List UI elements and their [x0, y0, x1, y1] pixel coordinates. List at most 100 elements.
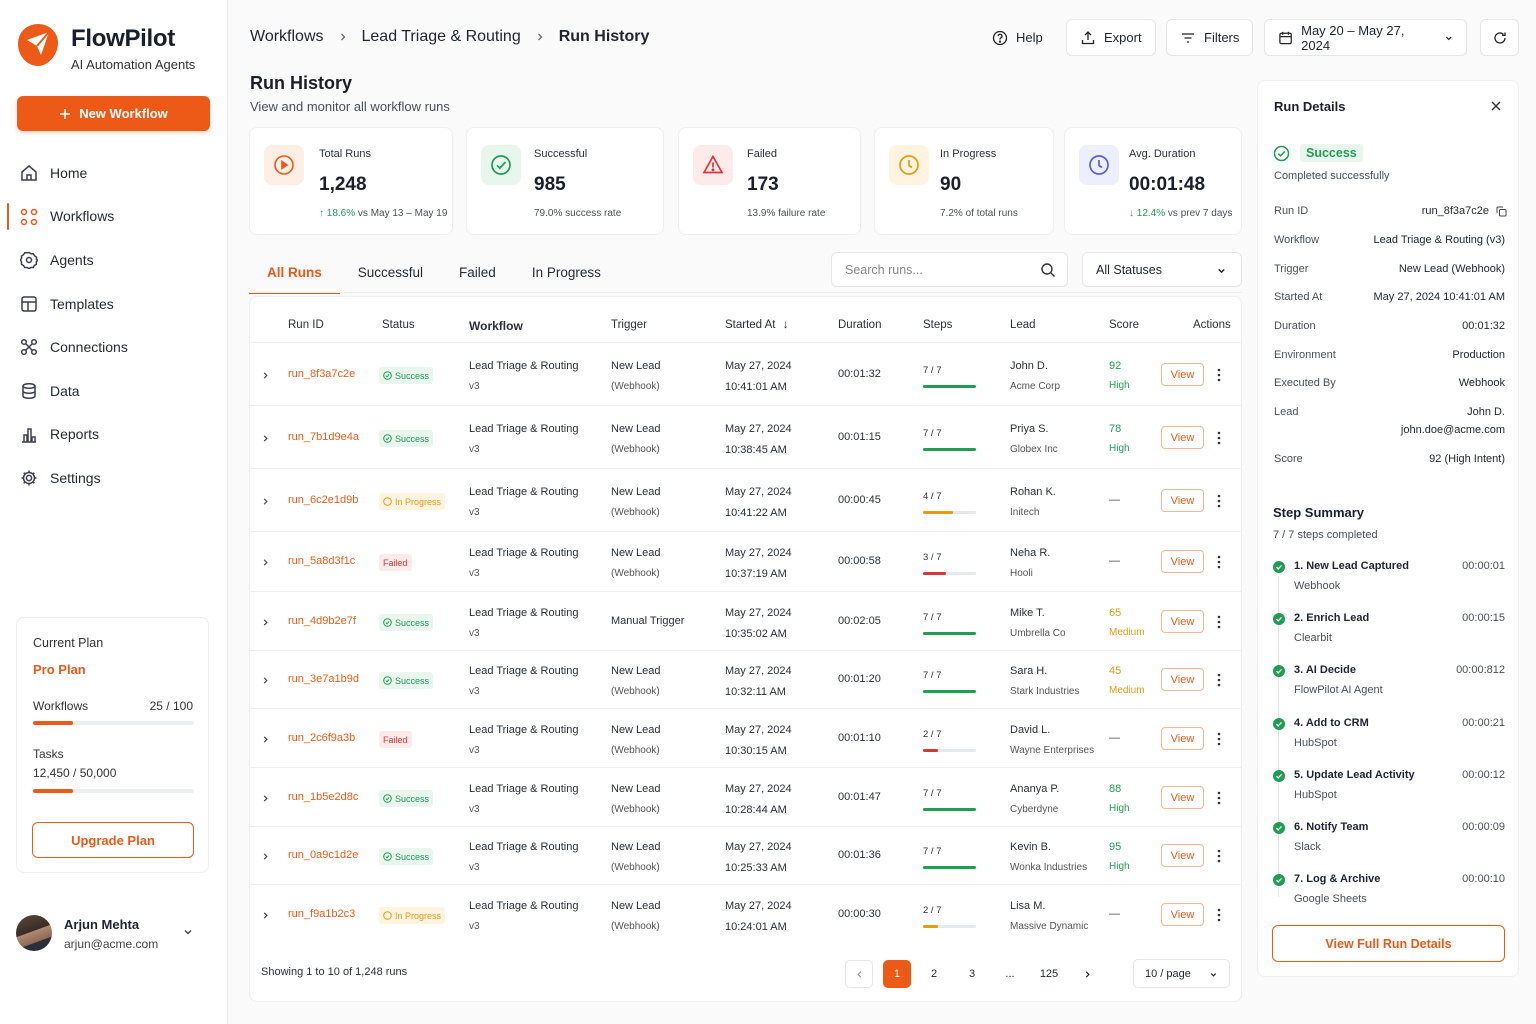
breadcrumb-workflows[interactable]: Workflows	[250, 28, 324, 45]
new-workflow-button[interactable]: New Workflow	[17, 96, 210, 131]
run-id-link[interactable]: run_7b1d9e4a	[288, 431, 359, 443]
chevron-right-icon[interactable]	[261, 794, 270, 803]
view-run-button[interactable]: View	[1161, 844, 1204, 867]
table-row[interactable]: run_5a8d3f1c Failed Lead Triage & Routin…	[250, 531, 1241, 591]
run-id-link[interactable]: run_2c6f9a3b	[288, 732, 356, 744]
chevron-right-icon[interactable]	[261, 558, 270, 567]
prev-page-button[interactable]	[845, 960, 873, 988]
sidebar-item-home[interactable]: Home	[0, 151, 228, 195]
breadcrumb-lead-triage[interactable]: Lead Triage & Routing	[361, 28, 521, 45]
sidebar-item-reports[interactable]: Reports	[0, 413, 228, 457]
view-run-button[interactable]: View	[1161, 903, 1204, 926]
step-summary-subtitle: 7 / 7 steps completed	[1273, 529, 1378, 541]
steps-count: 7 / 7	[923, 612, 942, 623]
steps-progress-bar	[923, 511, 976, 514]
chevron-right-icon[interactable]	[261, 371, 270, 380]
workflow-cell: Lead Triage & Routing v3	[469, 900, 579, 932]
more-options-icon[interactable]	[1217, 849, 1221, 863]
status-subtext: Completed successfully	[1274, 170, 1390, 182]
refresh-button[interactable]	[1480, 19, 1519, 56]
per-page-select[interactable]: 10 / page	[1133, 959, 1230, 988]
more-options-icon[interactable]	[1217, 908, 1221, 922]
more-options-icon[interactable]	[1217, 732, 1221, 746]
view-run-button[interactable]: View	[1161, 550, 1204, 573]
sidebar-item-data[interactable]: Data	[0, 369, 228, 413]
chevron-right-icon[interactable]	[261, 676, 270, 685]
run-id-link[interactable]: run_5a8d3f1c	[288, 555, 356, 567]
run-id-link[interactable]: run_1b5e2d8c	[288, 791, 359, 803]
view-run-button[interactable]: View	[1161, 489, 1204, 512]
filters-button[interactable]: Filters	[1166, 19, 1254, 56]
date-range-picker[interactable]: May 20 – May 27, 2024	[1264, 19, 1467, 56]
table-row[interactable]: run_0a9c1d2e Success Lead Triage & Routi…	[250, 826, 1241, 884]
run-id-link[interactable]: run_6c2e1d9b	[288, 494, 359, 506]
more-options-icon[interactable]	[1217, 368, 1221, 382]
sidebar-item-templates[interactable]: Templates	[0, 282, 228, 326]
user-email: arjun@acme.com	[64, 937, 159, 951]
view-run-button[interactable]: View	[1161, 610, 1204, 633]
lead-cell: Lisa M. Massive Dynamic	[1010, 900, 1089, 932]
sidebar-item-agents[interactable]: Agents	[0, 238, 228, 282]
tab-all-runs[interactable]: All Runs	[249, 251, 340, 294]
tab-failed[interactable]: Failed	[459, 264, 496, 280]
chevron-right-icon[interactable]	[261, 735, 270, 744]
table-row[interactable]: run_8f3a7c2e Success Lead Triage & Routi…	[250, 342, 1241, 405]
chevron-right-icon[interactable]	[261, 911, 270, 920]
view-run-button[interactable]: View	[1161, 426, 1204, 449]
run-id-link[interactable]: run_8f3a7c2e	[288, 368, 356, 380]
more-options-icon[interactable]	[1217, 673, 1221, 687]
view-run-button[interactable]: View	[1161, 727, 1204, 750]
table-row[interactable]: run_6c2e1d9b In Progress Lead Triage & R…	[250, 468, 1241, 531]
more-options-icon[interactable]	[1217, 791, 1221, 805]
search-input[interactable]: Search runs...	[831, 252, 1068, 287]
table-row[interactable]: run_f9a1b2c3 In Progress Lead Triage & R…	[250, 884, 1241, 944]
chevron-right-icon[interactable]	[261, 852, 270, 861]
run-id-link[interactable]: run_4d9b2e7f	[288, 615, 356, 627]
page-button-3[interactable]: 3	[968, 968, 976, 980]
table-row[interactable]: run_3e7a1b9d Success Lead Triage & Routi…	[250, 650, 1241, 708]
stat-subtext: ↓ 12.4% vs prev 7 days	[1129, 208, 1233, 219]
export-button[interactable]: Export	[1066, 19, 1156, 56]
table-row[interactable]: run_2c6f9a3b Failed Lead Triage & Routin…	[250, 708, 1241, 767]
column-header-started-at[interactable]: Started At ↓	[725, 319, 789, 331]
run-id-link[interactable]: run_3e7a1b9d	[288, 673, 359, 685]
detail-value: 00:01:32	[1462, 320, 1505, 332]
sidebar-item-workflows[interactable]: Workflows	[0, 195, 228, 239]
more-options-icon[interactable]	[1217, 555, 1221, 569]
table-row[interactable]: run_7b1d9e4a Success Lead Triage & Routi…	[250, 405, 1241, 468]
tab-in-progress[interactable]: In Progress	[531, 264, 601, 280]
upgrade-plan-button[interactable]: Upgrade Plan	[32, 822, 194, 858]
upload-icon	[1081, 30, 1095, 44]
more-options-icon[interactable]	[1217, 494, 1221, 508]
view-run-button[interactable]: View	[1161, 363, 1204, 386]
next-page-button[interactable]	[1073, 960, 1101, 988]
copy-icon[interactable]	[1496, 206, 1507, 217]
status-filter-select[interactable]: All Statuses	[1082, 252, 1242, 287]
more-options-icon[interactable]	[1217, 615, 1221, 629]
user-profile[interactable]: Arjun Mehta arjun@acme.com	[16, 912, 209, 956]
chevron-down-icon[interactable]	[182, 926, 194, 938]
status-badge: Success	[379, 614, 434, 631]
sidebar-item-settings[interactable]: Settings	[0, 456, 228, 500]
chevron-right-icon[interactable]	[261, 618, 270, 627]
table-row[interactable]: run_1b5e2d8c Success Lead Triage & Routi…	[250, 767, 1241, 826]
close-icon[interactable]	[1490, 100, 1502, 112]
chevron-right-icon[interactable]	[261, 497, 270, 506]
tab-successful[interactable]: Successful	[357, 264, 424, 280]
view-run-button[interactable]: View	[1161, 786, 1204, 809]
table-row[interactable]: run_4d9b2e7f Success Lead Triage & Routi…	[250, 591, 1241, 650]
page-button-125[interactable]: 125	[1039, 968, 1059, 980]
workflow-cell: Lead Triage & Routing v3	[469, 841, 579, 873]
view-run-button[interactable]: View	[1161, 668, 1204, 691]
stat-value: 90	[940, 174, 962, 195]
chevron-right-icon[interactable]	[261, 434, 270, 443]
help-button[interactable]: Help	[979, 19, 1056, 56]
run-id-link[interactable]: run_f9a1b2c3	[288, 908, 356, 920]
detail-field: Started At May 27, 2024 10:41:01 AM	[1274, 291, 1505, 303]
run-id-link[interactable]: run_0a9c1d2e	[288, 849, 359, 861]
view-full-run-details-button[interactable]: View Full Run Details	[1272, 925, 1505, 962]
page-button-2[interactable]: 2	[930, 968, 938, 980]
page-button-1[interactable]: 1	[883, 960, 911, 988]
sidebar-item-connections[interactable]: Connections	[0, 325, 228, 369]
more-options-icon[interactable]	[1217, 431, 1221, 445]
